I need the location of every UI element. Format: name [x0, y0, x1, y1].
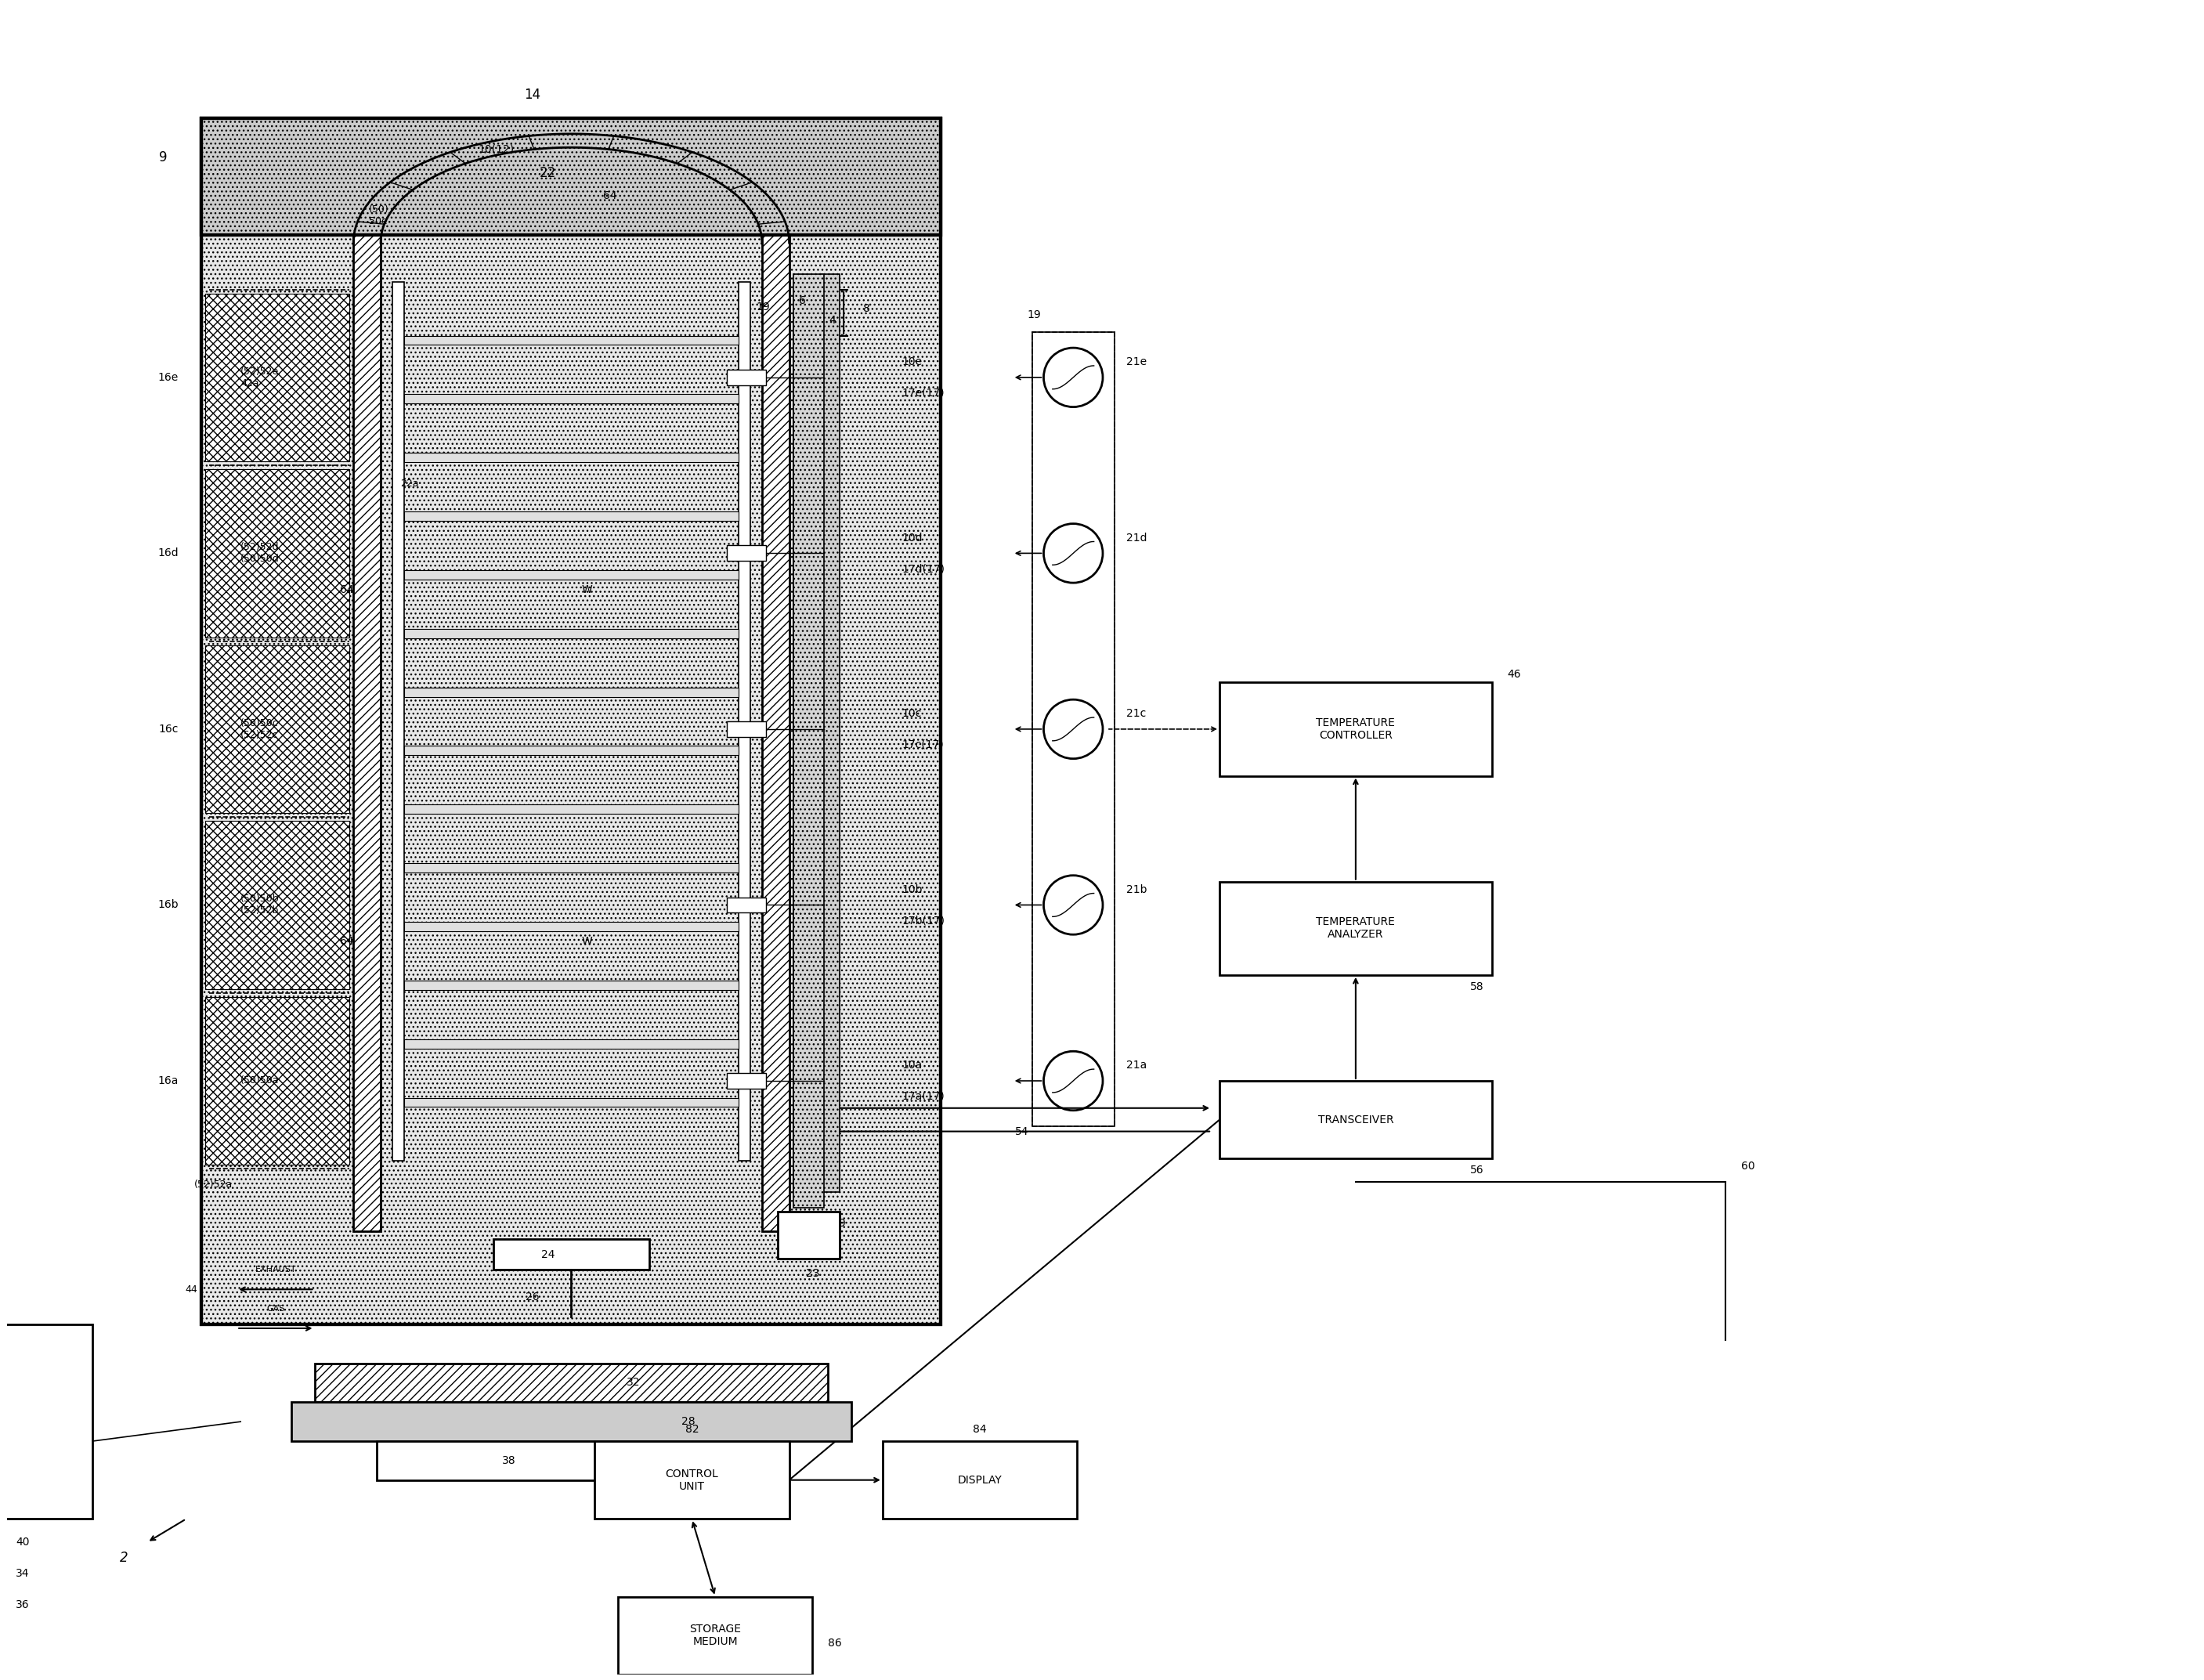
Bar	[403, 628, 738, 638]
Bar	[1219, 882, 1492, 974]
Bar	[403, 511, 738, 521]
Text: (50)50c
(52)52c: (50)50c (52)52c	[240, 717, 278, 741]
Bar	[403, 981, 738, 990]
Text: 28: 28	[681, 1416, 694, 1426]
Text: 2: 2	[119, 1551, 128, 1564]
Text: 17d(17): 17d(17)	[901, 563, 946, 575]
Text: 10(12): 10(12)	[478, 144, 514, 155]
Text: GAS: GAS	[267, 1305, 284, 1312]
Bar	[882, 1441, 1078, 1519]
Text: 10d: 10d	[901, 533, 923, 543]
Text: 82: 82	[685, 1425, 699, 1435]
Text: 16a: 16a	[159, 1075, 179, 1087]
Bar	[727, 897, 765, 912]
Text: 17e(17): 17e(17)	[901, 388, 946, 398]
Text: 86: 86	[829, 1638, 842, 1648]
Bar	[315, 1362, 829, 1403]
Text: 19: 19	[756, 302, 769, 312]
Text: 30: 30	[604, 1455, 617, 1467]
Bar	[403, 746, 738, 756]
Text: 64: 64	[339, 936, 353, 946]
Text: 46: 46	[1508, 669, 1521, 680]
Text: (52)52e
42a: (52)52e 42a	[240, 366, 280, 388]
Text: STORAGE
MEDIUM: STORAGE MEDIUM	[690, 1625, 741, 1648]
Text: 10a: 10a	[901, 1060, 923, 1070]
Bar	[392, 282, 403, 1161]
Text: 60: 60	[1741, 1161, 1754, 1173]
Text: 17b(17): 17b(17)	[901, 916, 946, 926]
Bar	[1219, 1080, 1492, 1159]
Text: 38: 38	[503, 1455, 516, 1467]
Bar	[403, 864, 738, 872]
Text: (52)52a: (52)52a	[194, 1179, 231, 1189]
Text: 64: 64	[604, 190, 617, 202]
Bar	[403, 805, 738, 813]
Bar	[203, 118, 941, 235]
Bar	[617, 1596, 813, 1675]
Text: 10c: 10c	[901, 707, 921, 719]
Text: DISPLAY: DISPLAY	[957, 1475, 1003, 1485]
Text: W: W	[582, 936, 593, 946]
Bar	[820, 274, 840, 1193]
Bar	[205, 645, 350, 813]
Bar	[727, 546, 765, 561]
Text: 22a: 22a	[401, 479, 419, 489]
Text: 24: 24	[542, 1248, 555, 1260]
Bar	[403, 922, 738, 931]
Text: 9: 9	[159, 150, 168, 165]
Text: (50)50b
(52)52b: (50)50b (52)52b	[240, 894, 280, 916]
Bar	[403, 1038, 738, 1048]
Text: 16b: 16b	[156, 899, 179, 911]
Bar	[353, 235, 381, 1231]
Text: 8: 8	[864, 304, 871, 314]
Bar	[403, 454, 738, 462]
Text: 32: 32	[626, 1378, 641, 1388]
Text: 17c(17): 17c(17)	[901, 739, 943, 751]
Bar	[494, 1238, 650, 1270]
Text: 4: 4	[829, 316, 835, 326]
Text: 21a: 21a	[1126, 1060, 1146, 1070]
Text: 6: 6	[798, 296, 807, 307]
Bar	[1031, 333, 1115, 1126]
Text: (52)52d
(50)50d: (52)52d (50)50d	[240, 543, 280, 564]
Bar	[205, 294, 350, 462]
Text: 34: 34	[15, 1567, 29, 1579]
Text: 21c: 21c	[1126, 707, 1146, 719]
Bar	[203, 118, 941, 1324]
Bar	[291, 1403, 851, 1441]
Bar	[403, 336, 738, 344]
Bar	[727, 370, 765, 385]
Text: (50)
50e: (50) 50e	[368, 205, 390, 227]
Text: 84: 84	[972, 1425, 987, 1435]
Text: 14: 14	[525, 87, 540, 102]
Bar	[793, 312, 813, 1193]
Text: 20: 20	[802, 1242, 815, 1252]
Bar	[0, 1324, 93, 1519]
Text: 56: 56	[1470, 1164, 1483, 1176]
Bar	[1031, 333, 1115, 1126]
Text: 21d: 21d	[1126, 533, 1146, 543]
Text: 40: 40	[15, 1537, 29, 1547]
Bar	[778, 1211, 840, 1258]
Text: CONTROL
UNIT: CONTROL UNIT	[666, 1468, 719, 1492]
Text: 36: 36	[15, 1599, 29, 1609]
Text: 54: 54	[1016, 1126, 1029, 1137]
Text: 22: 22	[540, 166, 555, 180]
Text: 23: 23	[807, 1268, 820, 1278]
Text: 26: 26	[525, 1292, 540, 1302]
Bar	[727, 1074, 765, 1089]
Bar	[403, 395, 738, 403]
Text: (50)50a: (50)50a	[240, 1075, 280, 1085]
Text: TEMPERATURE
CONTROLLER: TEMPERATURE CONTROLLER	[1316, 717, 1395, 741]
Text: 58: 58	[1470, 981, 1483, 993]
Bar	[763, 235, 789, 1231]
Text: 21b: 21b	[1126, 884, 1146, 895]
Text: EXHAUST: EXHAUST	[256, 1267, 295, 1273]
Bar	[403, 687, 738, 697]
Bar	[793, 274, 824, 1208]
Text: 10e: 10e	[901, 356, 923, 368]
Bar	[203, 118, 941, 235]
Bar	[1219, 682, 1492, 776]
Text: TEMPERATURE
ANALYZER: TEMPERATURE ANALYZER	[1316, 917, 1395, 941]
Text: 19: 19	[1027, 309, 1040, 321]
